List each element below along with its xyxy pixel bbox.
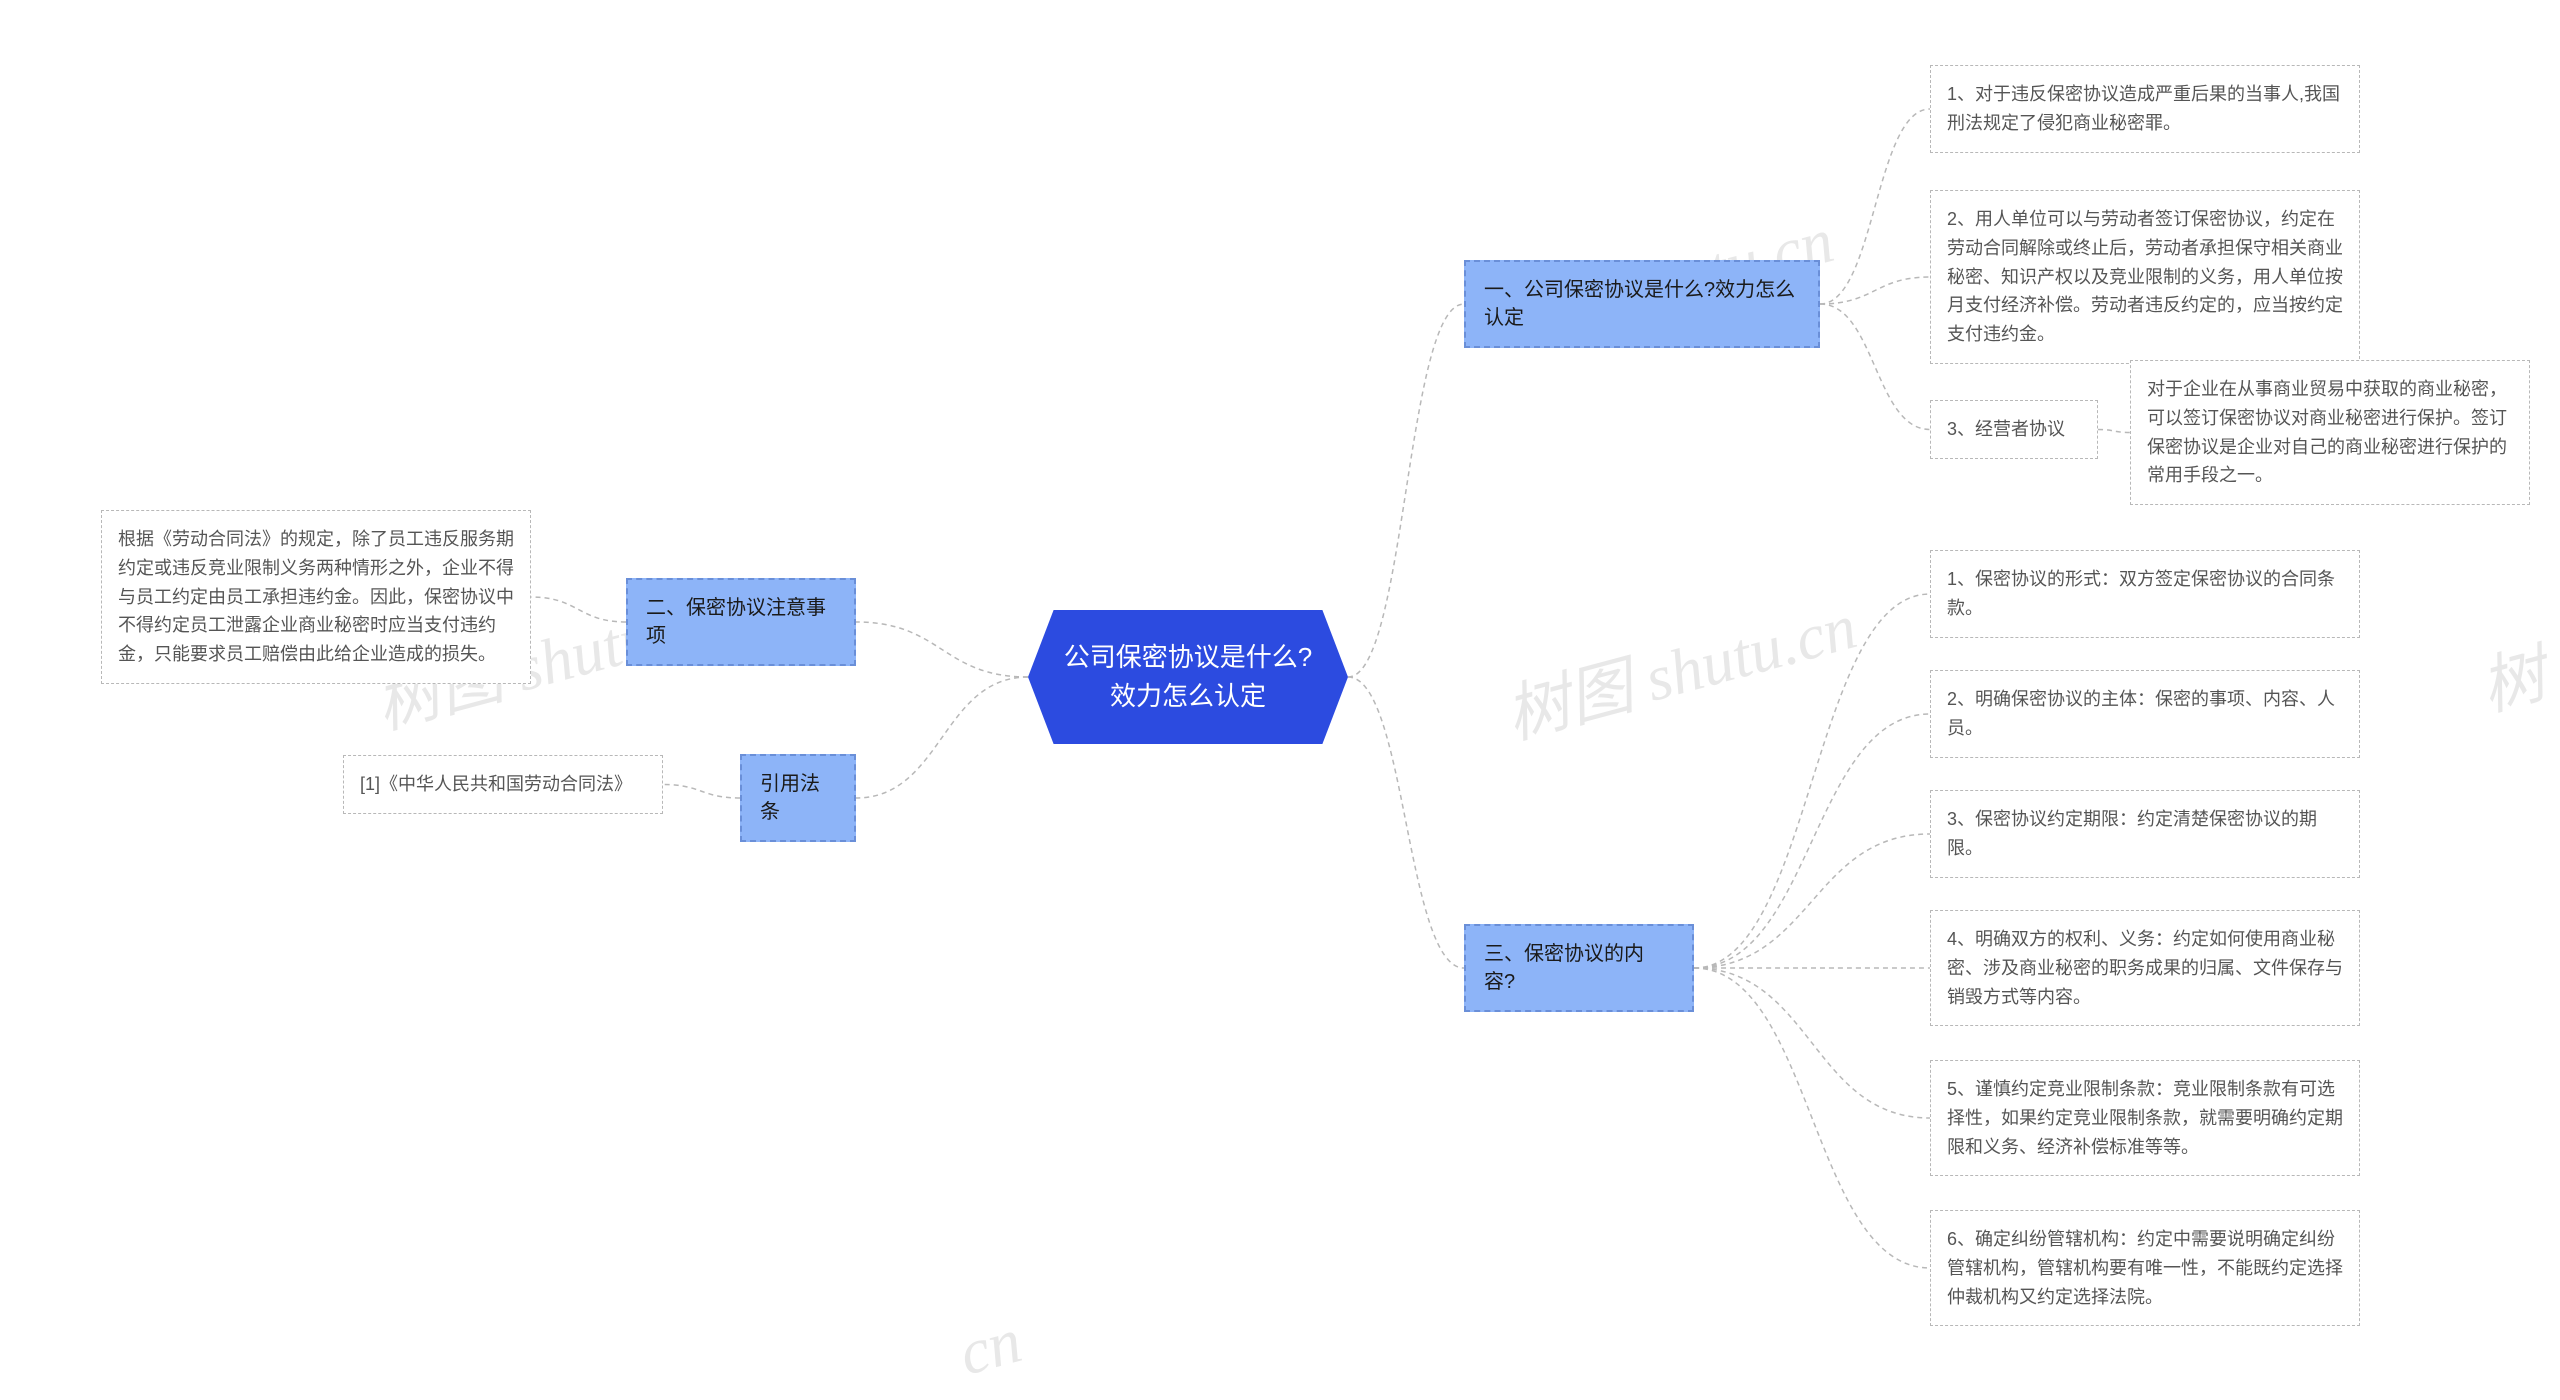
root-node[interactable]: 公司保密协议是什么?效力怎么认定 (1028, 610, 1348, 744)
watermark: 树图 shutu.cn (1494, 575, 1865, 757)
leaf-node: 3、经营者协议 (1930, 400, 2098, 459)
branch-node[interactable]: 二、保密协议注意事项 (626, 578, 856, 666)
leaf-node: 对于企业在从事商业贸易中获取的商业秘密，可以签订保密协议对商业秘密进行保护。签订… (2130, 360, 2530, 505)
leaf-node: 1、保密协议的形式：双方签定保密协议的合同条款。 (1930, 550, 2360, 638)
branch-node[interactable]: 一、公司保密协议是什么?效力怎么认定 (1464, 260, 1820, 348)
leaf-node: [1]《中华人民共和国劳动合同法》 (343, 755, 663, 814)
leaf-node: 1、对于违反保密协议造成严重后果的当事人,我国刑法规定了侵犯商业秘密罪。 (1930, 65, 2360, 153)
leaf-node: 6、确定纠纷管辖机构：约定中需要说明确定纠纷管辖机构，管辖机构要有唯一性，不能既… (1930, 1210, 2360, 1326)
leaf-node: 2、用人单位可以与劳动者签订保密协议，约定在劳动合同解除或终止后，劳动者承担保守… (1930, 190, 2360, 364)
leaf-node: 2、明确保密协议的主体：保密的事项、内容、人员。 (1930, 670, 2360, 758)
branch-node[interactable]: 引用法条 (740, 754, 856, 842)
leaf-node: 5、谨慎约定竞业限制条款：竞业限制条款有可选择性，如果约定竞业限制条款，就需要明… (1930, 1060, 2360, 1176)
watermark: 树 (2469, 623, 2555, 728)
leaf-node: 3、保密协议约定期限：约定清楚保密协议的期限。 (1930, 790, 2360, 878)
watermark: cn (951, 1303, 1029, 1390)
leaf-node: 4、明确双方的权利、义务：约定如何使用商业秘密、涉及商业秘密的职务成果的归属、文… (1930, 910, 2360, 1026)
leaf-node: 根据《劳动合同法》的规定，除了员工违反服务期约定或违反竞业限制义务两种情形之外，… (101, 510, 531, 684)
branch-node[interactable]: 三、保密协议的内容? (1464, 924, 1694, 1012)
